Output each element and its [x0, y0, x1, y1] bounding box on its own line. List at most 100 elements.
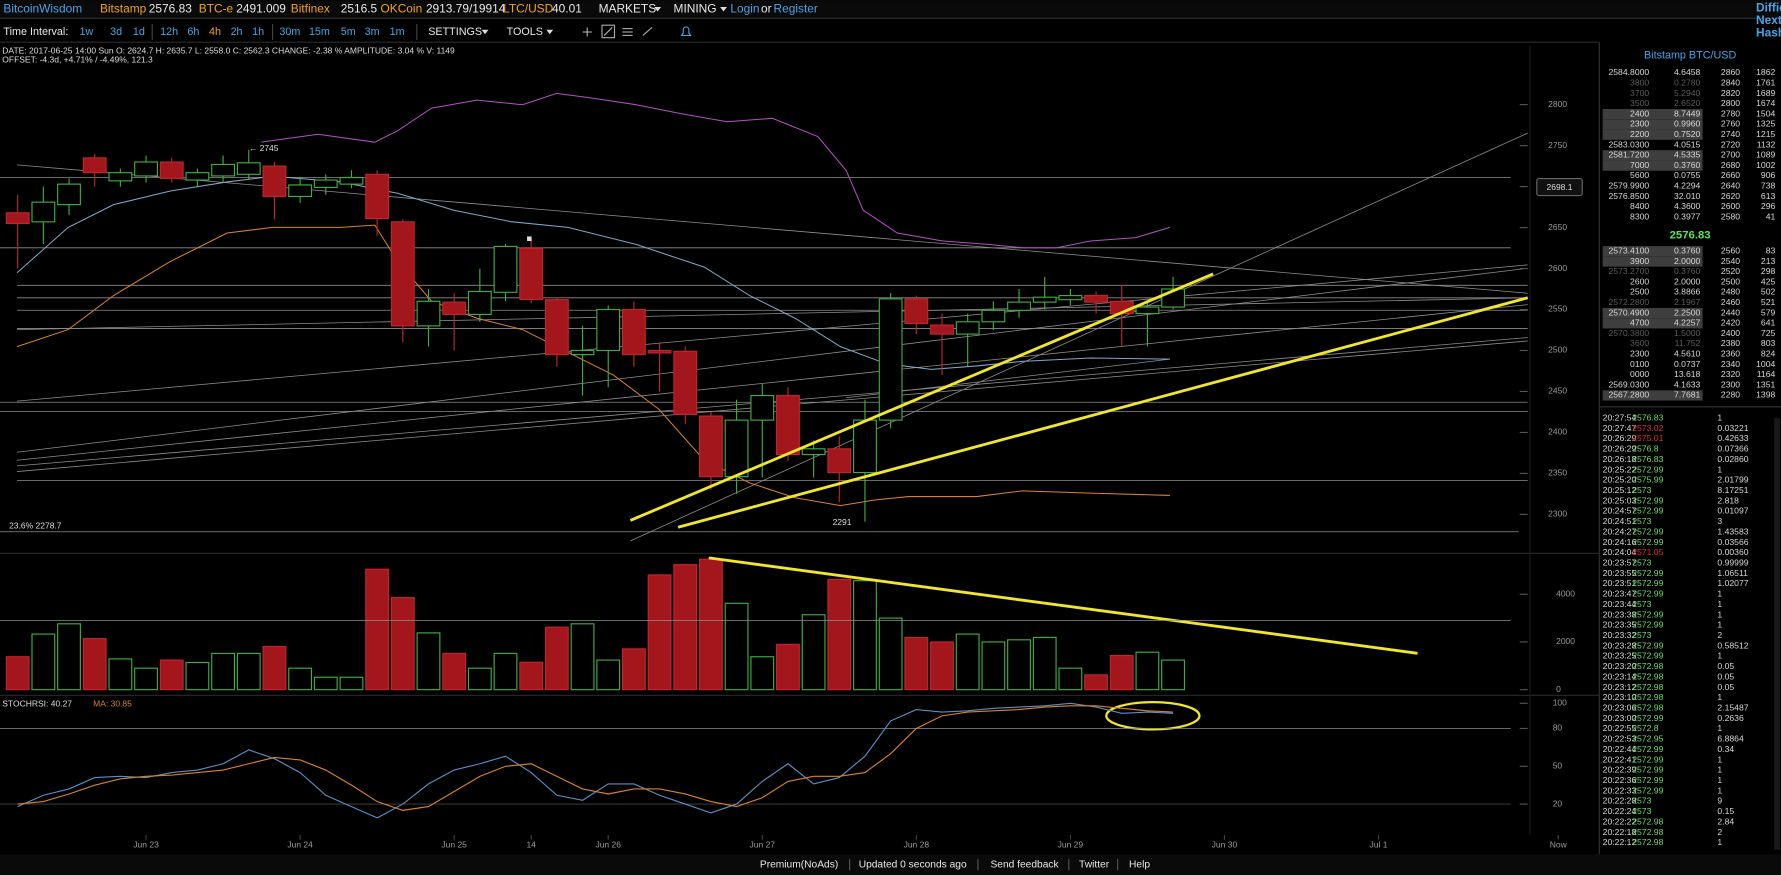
volume-bar: [647, 574, 672, 691]
interval[interactable]: 1m: [390, 26, 405, 38]
trade-price: 2572.98: [1632, 671, 1663, 681]
orderbook-cell: 0000: [1630, 369, 1649, 379]
trade-time: 20:24:27: [1603, 526, 1637, 536]
volume-bar: [1109, 654, 1134, 691]
interval[interactable]: 1w: [80, 26, 94, 38]
trade-time: 20:23:35: [1603, 620, 1637, 630]
trade-amount: 0.03221: [1717, 423, 1748, 433]
orderbook-cell: 4.1633: [1674, 379, 1701, 389]
ticker-price[interactable]: 2576.83: [149, 1, 192, 15]
volume-bar: [1032, 636, 1057, 691]
trade-price: 2572.99: [1632, 589, 1663, 599]
side-link[interactable]: Next:: [1756, 13, 1781, 27]
side-link[interactable]: Hash: [1756, 25, 1781, 39]
menu[interactable]: MINING: [674, 1, 717, 15]
trade-amount: 0.15: [1717, 806, 1734, 816]
interval[interactable]: 6h: [187, 26, 199, 38]
trade-price: 2576.83: [1632, 412, 1663, 422]
candle-body: [108, 172, 133, 182]
interval[interactable]: 3m: [365, 26, 380, 38]
ticker-name[interactable]: OKCoin: [381, 1, 423, 15]
tools-menu[interactable]: TOOLS: [507, 26, 543, 38]
trade-price: 2572.99: [1632, 620, 1663, 630]
orderbook-cell: 2579.9900: [1608, 180, 1649, 190]
orderbook-cell: 3500: [1630, 98, 1649, 108]
trade-price: 2572.98: [1632, 682, 1663, 692]
marker: [527, 236, 532, 241]
ticker-price[interactable]: 2516.5: [341, 1, 378, 15]
login-link[interactable]: Login: [730, 1, 759, 15]
brand[interactable]: BitcoinWisdom: [3, 1, 82, 15]
y-tick-label: 2400: [1548, 427, 1567, 437]
volume-bar: [776, 643, 800, 691]
orderbook-cell: 2581.7200: [1608, 150, 1649, 160]
orderbook-cell: 1002: [1756, 160, 1775, 170]
x-tick-label: Jun 23: [133, 840, 159, 850]
footer-link[interactable]: Twitter: [1079, 859, 1110, 870]
interval[interactable]: 12h: [160, 26, 178, 38]
menu[interactable]: MARKETS: [599, 1, 657, 15]
orderbook-cell: 1132: [1757, 139, 1776, 149]
side-link[interactable]: Diffic: [1756, 0, 1781, 14]
footer-link[interactable]: Send feedback: [990, 859, 1059, 870]
ticker-name[interactable]: Bitstamp: [100, 1, 147, 15]
orderbook-cell: 3700: [1630, 88, 1649, 98]
tool-icon[interactable]: [601, 24, 616, 39]
volume-bar: [211, 652, 236, 691]
orderbook-cell: 0.9960: [1674, 119, 1701, 129]
orderbook-cell: 0100: [1630, 359, 1649, 369]
trade-price: 2572.98: [1632, 692, 1663, 702]
trade-price: 2572.99: [1632, 609, 1663, 619]
candle-body: [544, 299, 569, 356]
drawn-trend: [17, 164, 1528, 294]
volume-bar: [519, 661, 544, 691]
register-link[interactable]: Register: [774, 1, 818, 15]
offset-info: OFFSET: -4.3d, +4.71% / -4.49%, 121.3: [2, 55, 153, 65]
row-highlight: [1602, 160, 1703, 171]
volume-bar: [698, 558, 723, 691]
ticker-name[interactable]: Bitfinex: [291, 1, 330, 15]
ticker-name[interactable]: LTC/USD: [503, 1, 553, 15]
interval[interactable]: 1d: [133, 26, 145, 38]
alert-icon[interactable]: [680, 26, 692, 36]
orderbook-cell: 1089: [1756, 150, 1775, 160]
orderbook-cell: 3900: [1630, 256, 1649, 266]
ticker-price[interactable]: 40.01: [552, 1, 582, 15]
interval[interactable]: 3d: [110, 26, 122, 38]
footer-link[interactable]: Premium(NoAds): [760, 859, 838, 870]
trade-amount: 0.07366: [1717, 444, 1748, 454]
candle-body: [647, 349, 672, 354]
volume-bar: [621, 648, 646, 691]
low-annotation: 2291: [833, 517, 852, 527]
ticker-price[interactable]: 2491.009: [236, 1, 286, 15]
interval[interactable]: 30m: [279, 26, 300, 38]
y-tick-label: 2600: [1548, 263, 1567, 273]
interval[interactable]: 5m: [341, 26, 356, 38]
interval[interactable]: 15m: [309, 26, 330, 38]
footer-link[interactable]: Help: [1129, 859, 1150, 870]
trade-time: 20:25:20: [1603, 475, 1637, 485]
candle-body: [288, 184, 313, 197]
orderbook-cell: 7.7681: [1674, 390, 1701, 400]
trade-price: 2573: [1632, 485, 1651, 495]
settings-menu[interactable]: SETTINGS: [428, 26, 482, 38]
candle-body: [185, 172, 210, 181]
volume-bar: [955, 633, 980, 691]
interval[interactable]: 1h: [252, 26, 264, 38]
trade-amount: 1: [1717, 837, 1722, 847]
trade-price: 2572.99: [1632, 568, 1663, 578]
orderbook-cell: 3800: [1630, 77, 1649, 87]
orderbook-cell: 213: [1761, 256, 1776, 266]
interval[interactable]: 2h: [231, 26, 243, 38]
candle-body: [673, 350, 698, 415]
ticker-price[interactable]: 2913.79/19914: [426, 1, 506, 15]
interval[interactable]: 4h: [209, 26, 221, 38]
orderbook-cell: 1674: [1756, 98, 1775, 108]
footer-status: Updated 0 seconds ago: [859, 859, 967, 870]
y-tick-label: 4000: [1556, 589, 1575, 599]
drawn-trend: [17, 264, 1528, 402]
trade-price: 2572.99: [1632, 537, 1663, 547]
y-tick-label: 2800: [1548, 99, 1567, 109]
ticker-name[interactable]: BTC-e: [199, 1, 234, 15]
